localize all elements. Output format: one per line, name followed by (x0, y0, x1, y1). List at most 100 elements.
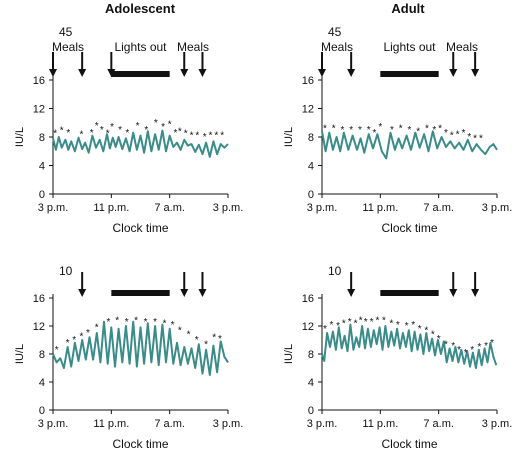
asterisk-marker: * (431, 330, 435, 341)
meal-arrow-head (180, 289, 189, 297)
asterisk-marker: * (144, 125, 148, 136)
scale-number: 10 (59, 264, 73, 278)
asterisk-marker: * (86, 328, 90, 339)
y-tick-label: 0 (39, 405, 45, 417)
series-line (52, 320, 229, 376)
asterisk-marker: * (330, 320, 334, 331)
asterisk-marker: * (218, 334, 222, 345)
asterisk-marker: * (95, 121, 99, 132)
panel-adult-top: 0 4 8 12 16 IU/L 3 p.m. 11 p.m. 7 a.m. 3 p.m. Cloc… (283, 25, 512, 235)
asterisk-marker: * (125, 317, 129, 328)
x-tick-label: 11 p.m. (93, 418, 129, 430)
x-tick-label: 7 a.m. (423, 418, 454, 430)
asterisk-marker: * (184, 129, 188, 140)
x-axis-label: Clock time (112, 221, 168, 235)
x-tick-label: 3 p.m. (307, 418, 338, 430)
asterisk-marker: * (214, 131, 218, 142)
asterisk-marker: * (323, 124, 327, 135)
x-tick-label: 3 p.m. (307, 202, 338, 214)
asterisk-marker: * (336, 321, 340, 332)
asterisk-marker: * (408, 125, 412, 136)
asterisk-marker: * (171, 320, 175, 331)
meal-arrow-head (180, 69, 189, 77)
asterisk-marker: * (390, 125, 394, 136)
asterisk-marker: * (55, 345, 59, 356)
asterisk-marker: * (95, 323, 99, 334)
asterisk-marker: * (332, 124, 336, 135)
panel-adult-bottom: 0 4 8 12 16 IU/L 3 p.m. 11 p.m. 7 a.m. 3 p.m. Cloc… (283, 264, 512, 451)
asterisk-marker: * (444, 128, 448, 139)
x-tick-label: 3 p.m. (482, 202, 513, 214)
asterisk-marker: * (209, 131, 213, 142)
asterisk-marker: * (161, 122, 165, 133)
meals-label-left: Meals (321, 40, 353, 54)
y-tick-label: 4 (308, 161, 314, 173)
x-axis-label: Clock time (112, 437, 168, 451)
asterisk-marker: * (348, 317, 352, 328)
panel-adolescent-bottom: 0 4 8 12 16 IU/L 3 p.m. 11 p.m. 7 a.m. 3 p.m. Cloc… (14, 264, 243, 451)
x-tick-label: 3 p.m. (213, 202, 244, 214)
asterisk-marker: * (79, 332, 83, 343)
lights-out-bar (380, 290, 439, 296)
asterisk-marker: * (66, 128, 70, 139)
asterisk-marker: * (399, 124, 403, 135)
asterisk-marker: * (396, 320, 400, 331)
meal-arrow-head (49, 69, 57, 77)
column-title-adult: Adult (391, 1, 425, 16)
asterisk-marker: * (375, 316, 379, 327)
asterisk-marker: * (203, 132, 207, 143)
scale-number: 45 (59, 25, 73, 39)
y-tick-label: 4 (39, 377, 45, 389)
asterisk-marker: * (79, 129, 83, 140)
lights-out-label: Lights out (383, 40, 436, 54)
scale-number: 10 (328, 264, 342, 278)
asterisk-marker: * (424, 325, 428, 336)
scale-number: 45 (328, 25, 342, 39)
asterisk-marker: * (479, 134, 483, 145)
asterisk-marker: * (178, 126, 182, 137)
asterisk-marker: * (358, 125, 362, 136)
asterisk-marker: * (370, 317, 374, 328)
meal-arrow-head (107, 69, 116, 77)
asterisk-marker: * (467, 132, 471, 143)
asterisk-marker: * (451, 341, 455, 352)
x-tick-label: 7 a.m. (154, 202, 185, 214)
meals-label-right: Meals (177, 40, 209, 54)
series-line (52, 129, 229, 158)
asterisk-marker: * (373, 128, 377, 139)
y-tick-label: 8 (308, 349, 314, 361)
asterisk-marker: * (72, 335, 76, 346)
asterisk-marker: * (178, 325, 182, 336)
meal-arrow-head (198, 289, 207, 297)
asterisk-marker: * (110, 122, 114, 133)
y-tick-label: 4 (39, 161, 45, 173)
asterisk-marker: * (174, 128, 178, 139)
y-tick-label: 8 (308, 132, 314, 144)
y-tick-label: 16 (302, 75, 314, 87)
asterisk-marker: * (212, 332, 216, 343)
asterisk-marker: * (367, 125, 371, 136)
asterisk-marker: * (416, 126, 420, 137)
asterisk-marker: * (153, 317, 157, 328)
x-tick-label: 7 a.m. (154, 418, 185, 430)
asterisk-marker: * (418, 324, 422, 335)
x-tick-label: 7 a.m. (423, 202, 454, 214)
y-tick-label: 0 (308, 405, 314, 417)
asterisk-marker: * (450, 131, 454, 142)
asterisk-marker: * (405, 321, 409, 332)
lights-out-label: Lights out (114, 40, 167, 54)
asterisk-marker: * (195, 131, 199, 142)
y-tick-label: 16 (302, 293, 314, 305)
asterisk-marker: * (462, 128, 466, 139)
asterisk-marker: * (134, 316, 138, 327)
asterisk-marker: * (195, 335, 199, 346)
x-tick-label: 11 p.m. (362, 202, 398, 214)
meal-arrow-head (347, 289, 356, 297)
y-tick-label: 4 (308, 377, 314, 389)
asterisk-marker: * (66, 338, 70, 349)
series-line (321, 130, 498, 160)
meal-arrow-head (198, 69, 207, 77)
meal-arrow-head (471, 69, 480, 77)
y-axis-label: IU/L (283, 344, 295, 364)
